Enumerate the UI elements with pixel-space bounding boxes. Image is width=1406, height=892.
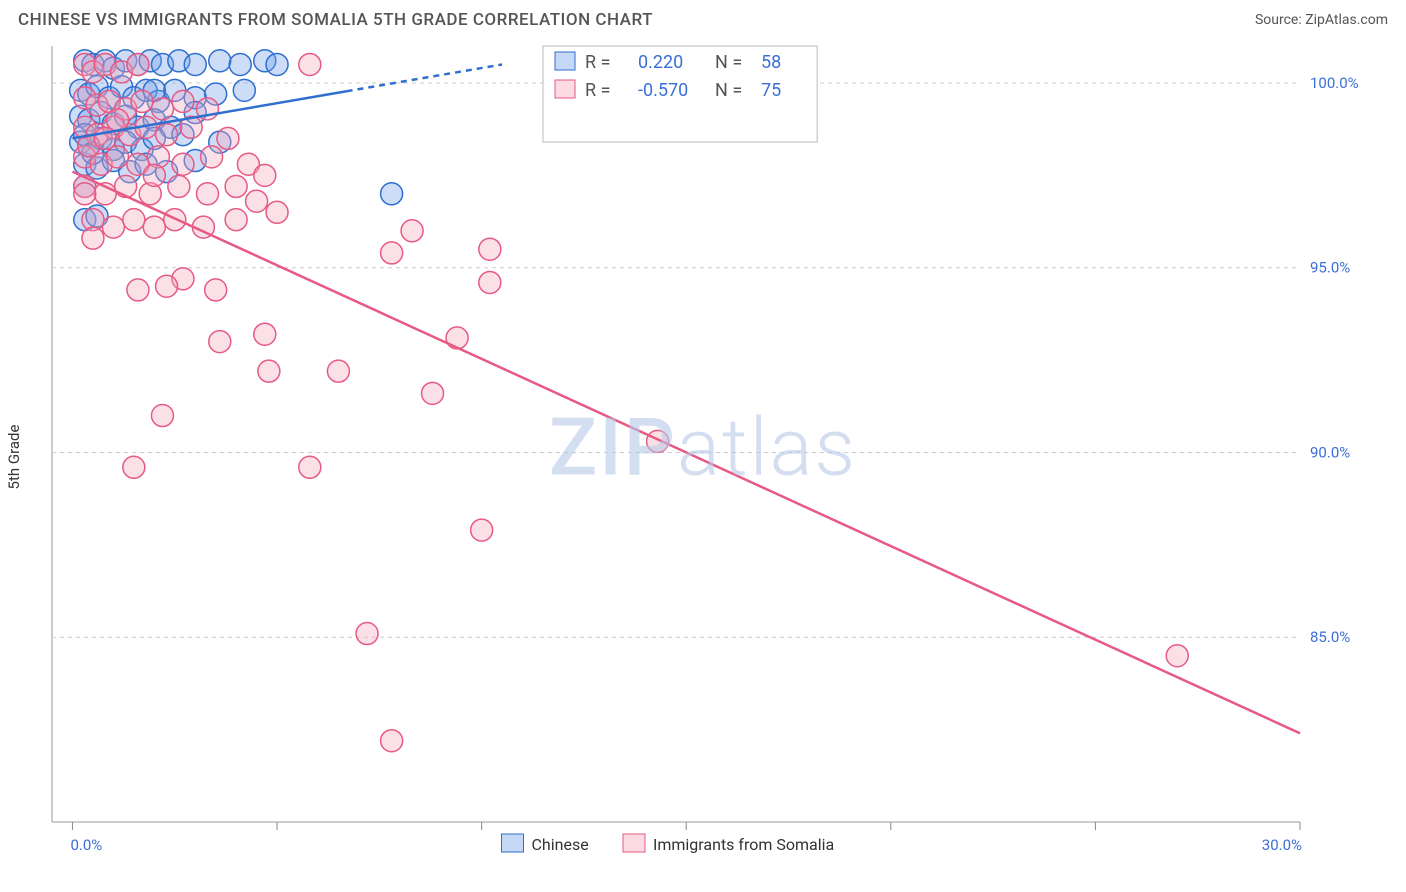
- scatter-point: [102, 216, 124, 238]
- scatter-point: [205, 279, 227, 301]
- scatter-point: [471, 519, 493, 541]
- scatter-point: [123, 456, 145, 478]
- scatter-point: [168, 175, 190, 197]
- scatter-point: [381, 242, 403, 264]
- svg-text:R =: R =: [585, 52, 610, 73]
- svg-text:N =: N =: [715, 80, 742, 101]
- scatter-point: [381, 730, 403, 752]
- svg-text:R =: R =: [585, 80, 610, 101]
- scatter-point: [356, 623, 378, 645]
- scatter-point: [172, 90, 194, 112]
- scatter-point: [479, 238, 501, 260]
- scatter-point: [327, 360, 349, 382]
- scatter-point: [123, 209, 145, 231]
- scatter-point: [196, 183, 218, 205]
- svg-text:95.0%: 95.0%: [1310, 259, 1350, 277]
- scatter-point: [266, 201, 288, 223]
- scatter-point: [209, 50, 231, 72]
- scatter-point: [647, 430, 669, 452]
- scatter-point: [115, 175, 137, 197]
- legend-swatch: [623, 834, 645, 852]
- svg-text:90.0%: 90.0%: [1310, 443, 1350, 461]
- scatter-point: [143, 164, 165, 186]
- svg-text:75: 75: [761, 80, 781, 101]
- y-axis-label: 5th Grade: [5, 425, 23, 490]
- scatter-point: [74, 183, 96, 205]
- chart-source: Source: ZipAtlas.com: [1255, 12, 1388, 28]
- scatter-point: [446, 327, 468, 349]
- scatter-point: [201, 146, 223, 168]
- legend-swatch: [555, 52, 575, 70]
- scatter-point: [184, 53, 206, 75]
- scatter-point: [266, 53, 288, 75]
- trend-line: [72, 172, 1300, 734]
- scatter-point: [1166, 645, 1188, 667]
- scatter-point: [381, 183, 403, 205]
- svg-text:N =: N =: [715, 52, 742, 73]
- scatter-point: [127, 53, 149, 75]
- scatter-point: [209, 331, 231, 353]
- legend-swatch: [502, 834, 524, 852]
- scatter-point: [217, 127, 239, 149]
- scatter-point: [254, 323, 276, 345]
- scatter-point: [127, 279, 149, 301]
- chart-header: CHINESE VS IMMIGRANTS FROM SOMALIA 5TH G…: [0, 0, 1406, 36]
- svg-text:0.0%: 0.0%: [70, 836, 102, 854]
- legend-label: Immigrants from Somalia: [653, 835, 834, 854]
- scatter-point: [258, 360, 280, 382]
- scatter-point: [229, 53, 251, 75]
- scatter-point: [151, 98, 173, 120]
- scatter-point: [401, 220, 423, 242]
- scatter-chart-svg: 85.0% 90.0% 95.0% 100.0% 0.0% 30.0% R = 0.220 N …: [18, 40, 1388, 874]
- scatter-point: [172, 153, 194, 175]
- scatter-point: [156, 275, 178, 297]
- chart-area: 5th Grade 85.0%90.0%95.0%100.0%0.0%30.0%…: [18, 40, 1388, 874]
- svg-text:85.0%: 85.0%: [1310, 628, 1350, 646]
- scatter-point: [246, 190, 268, 212]
- trend-line: [347, 64, 502, 91]
- scatter-point: [422, 382, 444, 404]
- chart-title: CHINESE VS IMMIGRANTS FROM SOMALIA 5TH G…: [18, 10, 653, 30]
- scatter-point: [299, 53, 321, 75]
- scatter-point: [143, 216, 165, 238]
- scatter-point: [225, 175, 247, 197]
- scatter-point: [156, 124, 178, 146]
- scatter-point: [225, 209, 247, 231]
- svg-text:58: 58: [761, 52, 781, 73]
- legend-swatch: [555, 80, 575, 98]
- scatter-point: [233, 79, 255, 101]
- svg-text:30.0%: 30.0%: [1262, 836, 1302, 854]
- svg-text:-0.570: -0.570: [638, 80, 688, 101]
- scatter-point: [131, 90, 153, 112]
- scatter-point: [479, 271, 501, 293]
- scatter-point: [151, 405, 173, 427]
- scatter-point: [299, 456, 321, 478]
- svg-text:0.220: 0.220: [638, 52, 683, 73]
- legend-label: Chinese: [532, 835, 589, 854]
- scatter-point: [254, 164, 276, 186]
- scatter-point: [82, 227, 104, 249]
- svg-text:100.0%: 100.0%: [1310, 74, 1359, 92]
